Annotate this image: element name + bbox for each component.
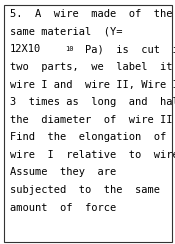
Text: the  diameter  of  wire II.: the diameter of wire II. — [10, 115, 175, 125]
Text: wire  I  relative  to  wire II.: wire I relative to wire II. — [10, 150, 175, 160]
FancyBboxPatch shape — [4, 5, 172, 242]
Text: wire I and  wire II, Wire I is: wire I and wire II, Wire I is — [10, 80, 175, 90]
Text: amount  of  force: amount of force — [10, 203, 116, 213]
Text: two  parts,  we  label  it  as: two parts, we label it as — [10, 62, 175, 72]
Text: Assume  they  are: Assume they are — [10, 167, 116, 177]
Text: same material  (Y=: same material (Y= — [10, 27, 122, 37]
Text: Pa)  is  cut  into: Pa) is cut into — [85, 44, 175, 54]
Text: Find  the  elongation  of: Find the elongation of — [10, 132, 166, 142]
Text: 5.  A  wire  made  of  the: 5. A wire made of the — [10, 9, 172, 19]
Text: 3  times as  long  and  half: 3 times as long and half — [10, 97, 175, 107]
Text: subjected  to  the  same: subjected to the same — [10, 185, 160, 195]
Text: 10: 10 — [65, 46, 73, 52]
Text: 12X10: 12X10 — [10, 44, 41, 54]
